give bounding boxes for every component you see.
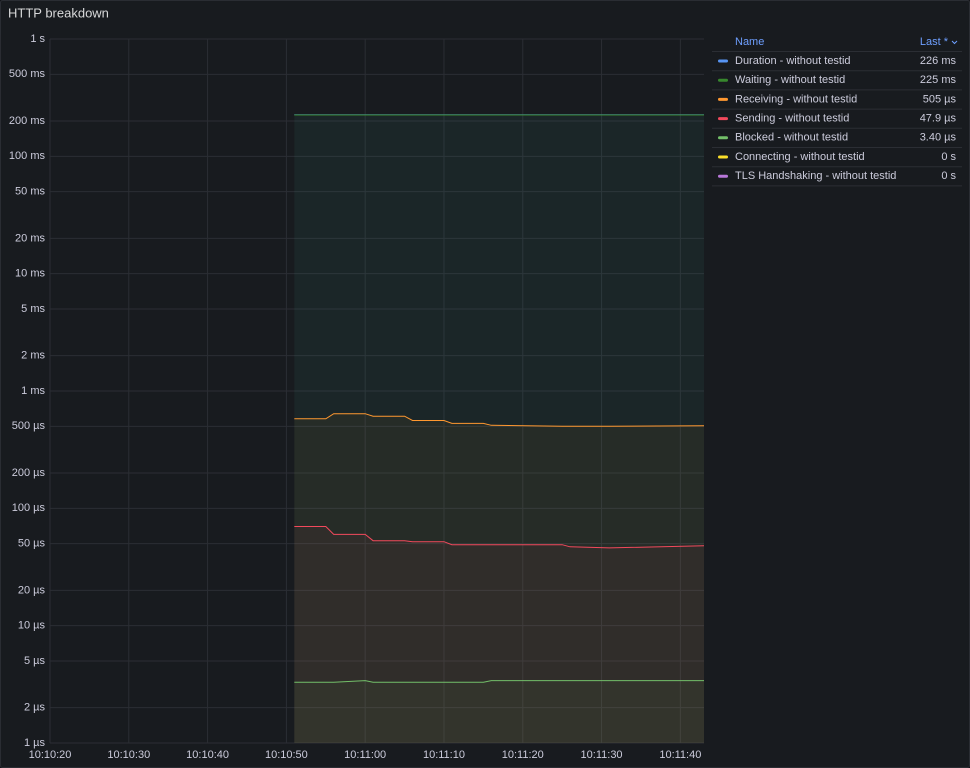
x-tick-label: 10:11:40 — [659, 749, 701, 761]
legend-swatch — [718, 97, 728, 101]
x-tick-label: 10:10:40 — [186, 749, 229, 761]
chart-title: HTTP breakdown — [8, 5, 109, 20]
y-tick-label: 20 ms — [15, 232, 45, 244]
legend-swatch — [718, 78, 728, 82]
legend-label: Duration - without testid — [735, 55, 851, 67]
legend-swatch — [718, 155, 728, 159]
legend-swatch — [718, 117, 728, 121]
y-tick-label: 200 µs — [12, 467, 46, 479]
x-tick-label: 10:11:00 — [344, 749, 386, 761]
legend-label: Blocked - without testid — [735, 132, 848, 144]
x-tick-label: 10:10:20 — [29, 749, 72, 761]
series-line — [294, 413, 705, 427]
legend-value: 0 s — [941, 151, 956, 163]
y-tick-label: 100 µs — [12, 502, 46, 514]
y-tick-label: 200 ms — [9, 115, 46, 127]
legend-label: Sending - without testid — [735, 113, 849, 125]
legend-value: 47.9 µs — [920, 113, 957, 125]
legend-swatch — [718, 174, 728, 178]
legend-value: 3.40 µs — [920, 132, 957, 144]
x-tick-label: 10:11:20 — [502, 749, 544, 761]
series-area — [294, 413, 704, 743]
y-tick-label: 2 ms — [21, 350, 45, 362]
y-tick-label: 1 µs — [24, 737, 46, 749]
legend-header[interactable]: Last * — [920, 36, 949, 48]
series-area — [294, 680, 704, 743]
y-tick-label: 1 ms — [21, 385, 45, 397]
y-tick-label: 5 ms — [21, 303, 45, 315]
y-tick-label: 50 ms — [15, 186, 45, 198]
x-tick-label: 10:11:10 — [423, 749, 465, 761]
legend-header[interactable]: Name — [735, 36, 764, 48]
sort-icon — [951, 40, 958, 45]
legend-value: 0 s — [941, 170, 956, 182]
legend-label: Waiting - without testid — [735, 74, 845, 86]
y-tick-label: 10 ms — [15, 268, 45, 280]
y-tick-label: 2 µs — [24, 702, 46, 714]
legend-swatch — [718, 59, 728, 63]
x-tick-label: 10:11:30 — [581, 749, 623, 761]
y-tick-label: 50 µs — [18, 538, 46, 550]
y-tick-label: 500 µs — [12, 420, 46, 432]
series-area — [294, 114, 704, 744]
series-line — [294, 680, 704, 683]
y-tick-label: 500 ms — [9, 68, 46, 80]
y-tick-label: 5 µs — [24, 655, 46, 667]
legend-value: 505 µs — [923, 93, 957, 105]
x-tick-label: 10:10:50 — [265, 749, 308, 761]
series-area — [294, 115, 704, 743]
series-line — [294, 526, 705, 549]
legend-label: TLS Handshaking - without testid — [735, 170, 896, 182]
series-area — [294, 526, 704, 743]
legend-label: Connecting - without testid — [735, 151, 865, 163]
legend-swatch — [718, 136, 728, 140]
legend-value: 226 ms — [920, 55, 957, 67]
legend-value: 225 ms — [920, 74, 957, 86]
y-tick-label: 100 ms — [9, 150, 46, 162]
x-tick-label: 10:10:30 — [107, 749, 150, 761]
y-tick-label: 1 s — [30, 33, 45, 45]
y-tick-label: 20 µs — [18, 584, 46, 596]
y-tick-label: 10 µs — [18, 620, 46, 632]
legend-label: Receiving - without testid — [735, 93, 857, 105]
